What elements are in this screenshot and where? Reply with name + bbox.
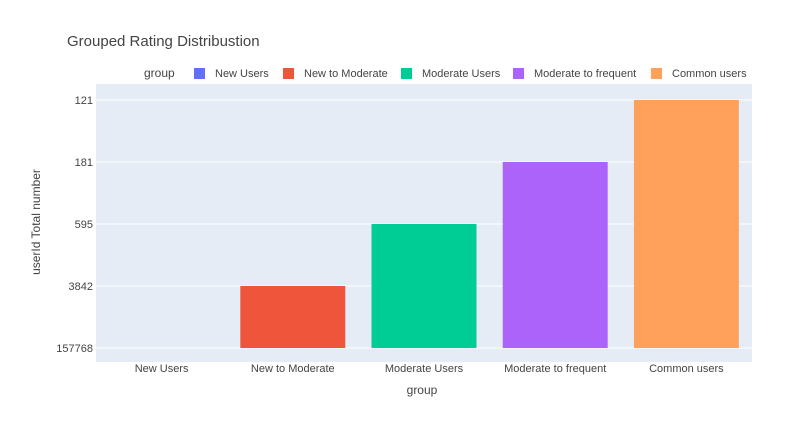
bar-common-users[interactable] bbox=[633, 100, 739, 348]
bars-group bbox=[240, 100, 739, 348]
legend-item-label[interactable]: Moderate Users bbox=[422, 68, 501, 80]
x-tick-label: Moderate Users bbox=[385, 363, 464, 375]
legend-swatch[interactable] bbox=[513, 68, 524, 79]
bar-moderate-users[interactable] bbox=[371, 224, 477, 348]
x-axis-title: group bbox=[407, 383, 438, 397]
axis-ticks: 157768 3842 595 181 121 New Users New to Moder… bbox=[56, 95, 724, 375]
x-tick-label: Moderate to frequent bbox=[504, 363, 606, 375]
x-tick-label: New to Moderate bbox=[251, 363, 335, 375]
y-tick-label: 3842 bbox=[69, 281, 93, 293]
chart-title: Grouped Rating Distribustion bbox=[67, 33, 260, 50]
legend-swatch[interactable] bbox=[651, 68, 662, 79]
legend-swatch[interactable] bbox=[283, 68, 294, 79]
y-tick-label: 595 bbox=[75, 219, 93, 231]
legend-title: group bbox=[144, 66, 175, 80]
x-tick-label: Common users bbox=[649, 363, 724, 375]
y-tick-label: 181 bbox=[75, 157, 93, 169]
legend-item-label[interactable]: New Users bbox=[215, 68, 269, 80]
x-tick-label: New Users bbox=[135, 363, 189, 375]
legend: group New Users New to Moderate Moderate U… bbox=[144, 66, 747, 80]
bar-new-to-moderate[interactable] bbox=[240, 286, 346, 348]
legend-item-label[interactable]: Common users bbox=[672, 68, 747, 80]
bar-moderate-to-frequent[interactable] bbox=[502, 162, 608, 348]
y-tick-label: 121 bbox=[75, 95, 93, 107]
legend-swatch[interactable] bbox=[194, 68, 205, 79]
y-axis-title: userId Total number bbox=[29, 169, 43, 275]
y-tick-label: 157768 bbox=[56, 343, 93, 355]
legend-item-label[interactable]: New to Moderate bbox=[304, 68, 388, 80]
legend-swatch[interactable] bbox=[401, 68, 412, 79]
legend-item-label[interactable]: Moderate to frequent bbox=[534, 68, 636, 80]
